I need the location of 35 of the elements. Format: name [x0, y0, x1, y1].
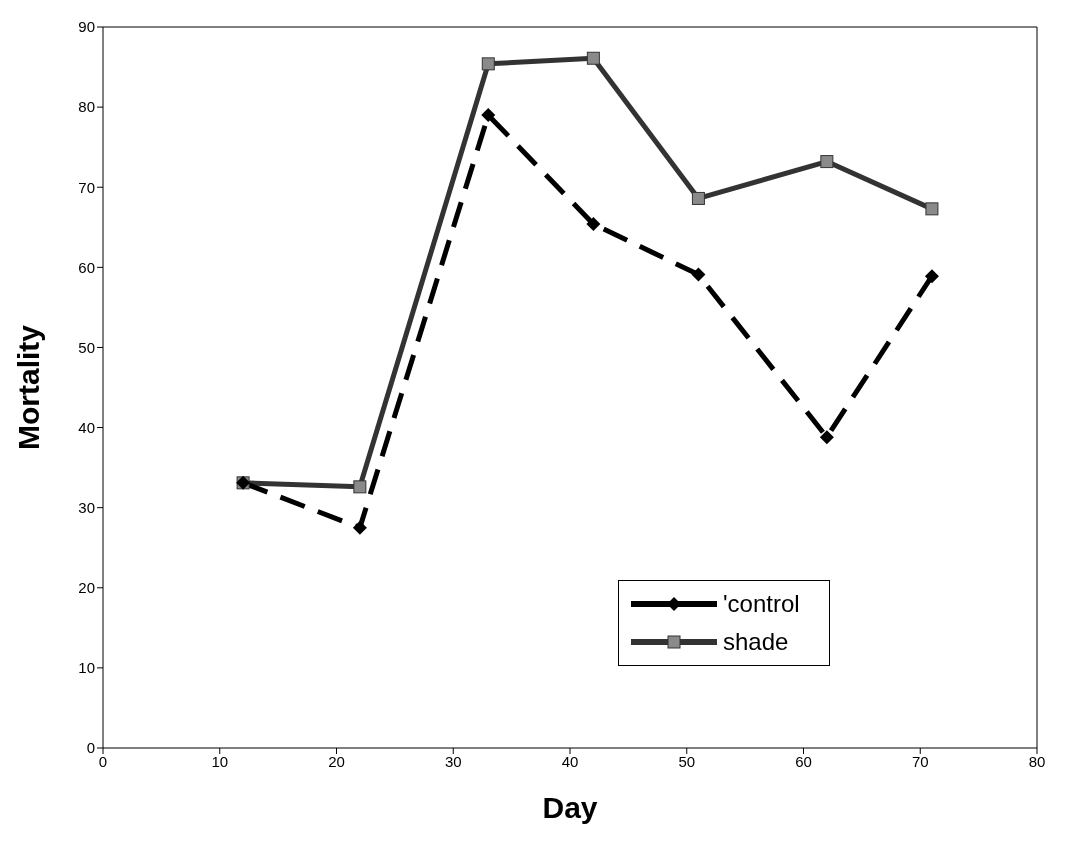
point: [586, 51, 600, 65]
legend-label: 'control: [723, 590, 800, 618]
x-tick-label: 60: [795, 752, 812, 770]
y-tick-label: 10: [78, 659, 95, 677]
y-tick-label: 50: [78, 338, 95, 356]
y-tick-label: 60: [78, 258, 95, 276]
y-tick-label: 80: [78, 98, 95, 116]
point: [481, 108, 496, 123]
x-tick-label: 30: [444, 752, 462, 770]
y-tick-label: 30: [78, 498, 95, 516]
point: [352, 520, 367, 535]
point: [924, 269, 939, 284]
x-tick-label: 40: [561, 752, 579, 770]
y-tick-label: 20: [78, 579, 95, 597]
x-axis-title: Day: [542, 791, 598, 824]
point: [691, 267, 706, 282]
x-tick-label: 70: [911, 752, 929, 770]
y-tick-label: 40: [78, 418, 95, 436]
point: [481, 57, 495, 71]
point: [820, 155, 834, 169]
point: [691, 191, 705, 205]
point: [925, 202, 939, 216]
y-tick-label: 90: [78, 18, 95, 36]
y-tick-label: 70: [78, 178, 95, 196]
y-tick-label: 0: [86, 739, 95, 757]
x-tick-label: 50: [678, 752, 696, 770]
y-axis-title: Mortality: [11, 324, 45, 451]
x-tick-label: 20: [328, 752, 345, 770]
point: [586, 217, 601, 232]
x-tick-label: 0: [98, 752, 108, 770]
point: [353, 480, 367, 494]
x-tick-label: 80: [1028, 752, 1046, 770]
legend-label: shade: [723, 628, 789, 656]
x-tick-label: 10: [211, 752, 229, 770]
point: [819, 430, 834, 445]
